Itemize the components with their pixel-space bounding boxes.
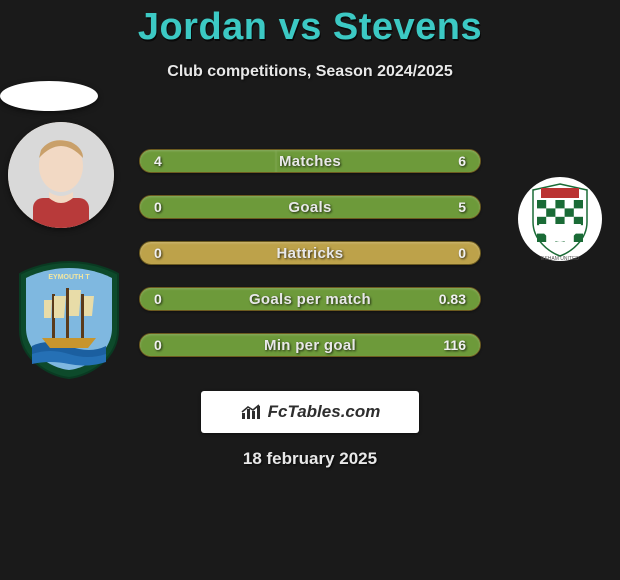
club-crest-right: ESHAM UNITED: [517, 174, 603, 264]
stat-label: Matches: [279, 153, 341, 170]
brand-badge[interactable]: FcTables.com: [201, 391, 419, 433]
stat-row: 0 Hattricks 0: [139, 241, 481, 265]
footer-date: 18 february 2025: [0, 449, 620, 469]
stat-value-right: 116: [443, 337, 466, 353]
page-subtitle: Club competitions, Season 2024/2025: [0, 63, 620, 81]
headshot-icon: [8, 122, 114, 228]
stat-label: Goals: [288, 199, 331, 216]
stat-value-right: 5: [458, 199, 466, 215]
ship-crest-icon: EYMOUTH T: [18, 260, 120, 380]
svg-text:EYMOUTH T: EYMOUTH T: [48, 274, 90, 281]
stat-value-left: 0: [154, 337, 162, 353]
brand-text: FcTables.com: [268, 402, 381, 422]
stat-value-left: 0: [154, 199, 162, 215]
comparison-card: Jordan vs Stevens Club competitions, Sea…: [0, 0, 620, 580]
player-avatar-right: [0, 81, 98, 111]
stat-label: Hattricks: [277, 245, 344, 262]
stat-value-left: 0: [154, 245, 162, 261]
player-avatar-left: [8, 122, 114, 228]
svg-text:ESHAM UNITED: ESHAM UNITED: [541, 256, 579, 262]
stat-label: Goals per match: [249, 291, 371, 308]
stat-value-left: 4: [154, 153, 162, 169]
stat-label: Min per goal: [264, 337, 356, 354]
stat-value-left: 0: [154, 291, 162, 307]
club-crest-left: EYMOUTH T: [18, 260, 120, 380]
checker-shield-icon: ESHAM UNITED: [517, 174, 603, 264]
chart-icon: [240, 403, 262, 421]
page-title: Jordan vs Stevens: [0, 0, 620, 49]
stat-row: 0 Goals 5: [139, 195, 481, 219]
stat-value-right: 0: [458, 245, 466, 261]
stat-row: 0 Min per goal 116: [139, 333, 481, 357]
stat-value-right: 6: [458, 153, 466, 169]
stat-value-right: 0.83: [439, 291, 466, 307]
stat-row: 4 Matches 6: [139, 149, 481, 173]
stat-row: 0 Goals per match 0.83: [139, 287, 481, 311]
